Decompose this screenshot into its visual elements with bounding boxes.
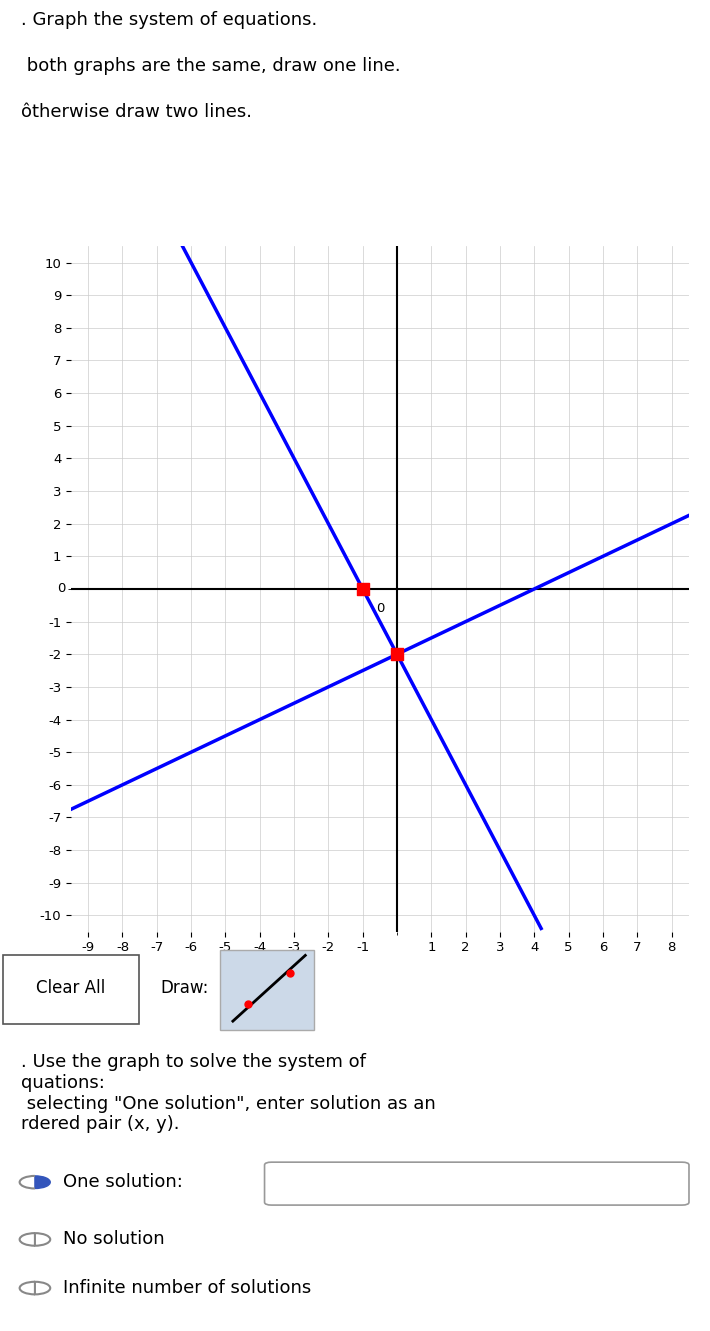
FancyBboxPatch shape	[3, 954, 139, 1024]
Text: Draw:: Draw:	[160, 980, 209, 997]
Text: No solution: No solution	[62, 1230, 165, 1248]
Point	[285, 962, 296, 984]
Point	[357, 578, 368, 599]
Wedge shape	[35, 1175, 50, 1189]
Point	[391, 644, 403, 666]
Text: . Graph the system of equations.: . Graph the system of equations.	[21, 11, 317, 29]
Text: Clear All: Clear All	[36, 980, 106, 997]
Text: One solution:: One solution:	[62, 1173, 182, 1191]
Text: 0: 0	[57, 583, 65, 595]
Text: 0: 0	[376, 602, 385, 615]
Text: selecting "One solution", enter solution as an: selecting "One solution", enter solution…	[21, 1094, 436, 1113]
Wedge shape	[35, 1233, 50, 1246]
FancyBboxPatch shape	[265, 1162, 689, 1205]
Wedge shape	[35, 1282, 50, 1294]
FancyBboxPatch shape	[220, 950, 314, 1030]
Text: rdered pair (x, y).: rdered pair (x, y).	[21, 1115, 180, 1133]
Text: Infinite number of solutions: Infinite number of solutions	[62, 1279, 311, 1298]
Text: ôtherwise draw two lines.: ôtherwise draw two lines.	[21, 104, 252, 121]
Text: both graphs are the same, draw one line.: both graphs are the same, draw one line.	[21, 57, 400, 76]
Point	[242, 993, 253, 1014]
Text: . Use the graph to solve the system of: . Use the graph to solve the system of	[21, 1053, 366, 1071]
Text: quations:: quations:	[21, 1074, 105, 1091]
